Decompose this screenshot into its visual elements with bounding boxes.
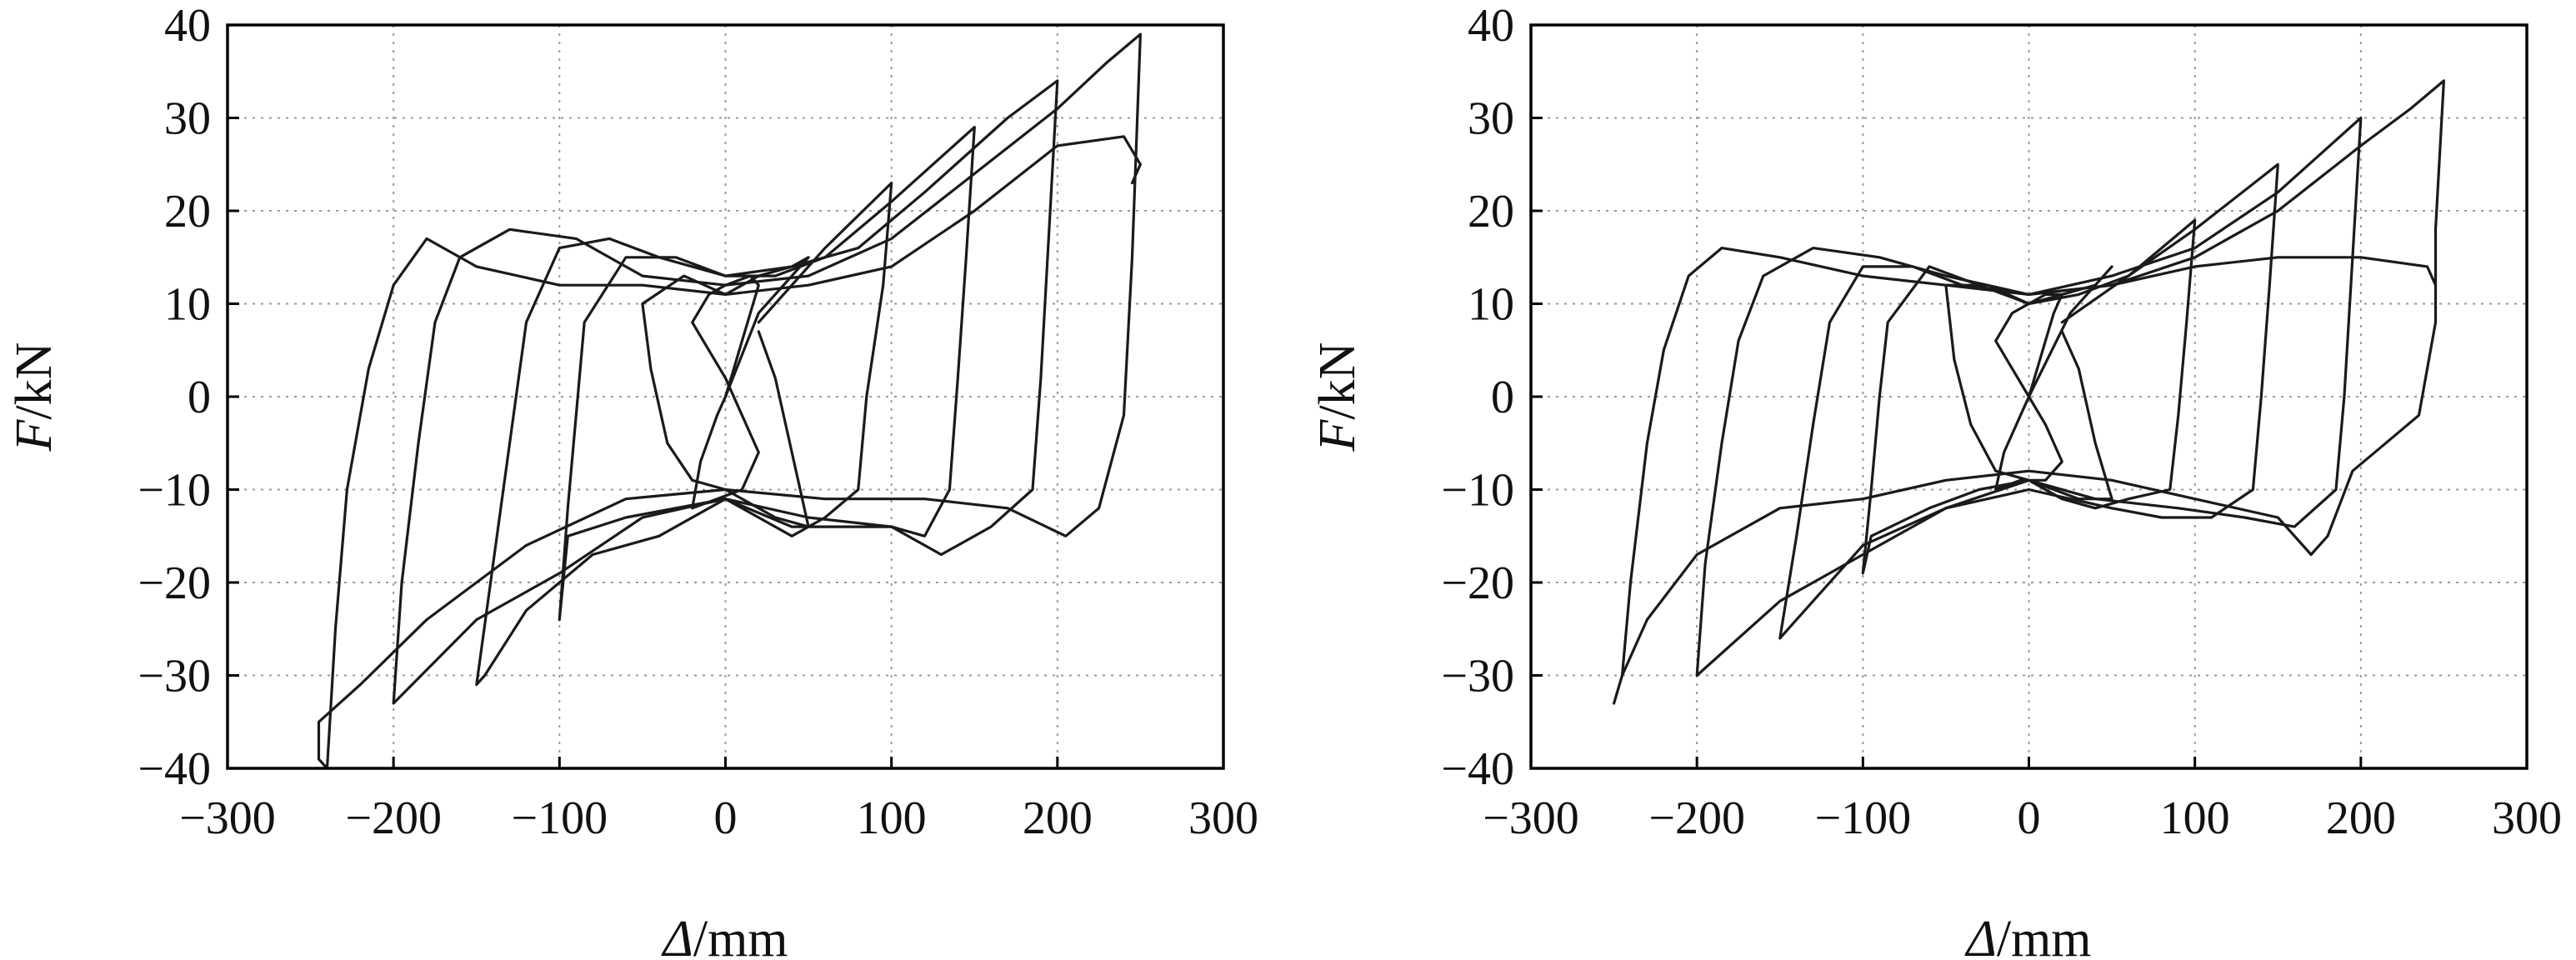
hysteresis-loop-1 xyxy=(691,274,760,510)
y-tick-label: −20 xyxy=(138,558,211,609)
hysteresis-chart-left: −300 −200 −100 0 100 200 300−40−30−20−10010203… xyxy=(6,0,1258,960)
hysteresis-loop-4 xyxy=(475,126,976,687)
x-tick-label: 0 xyxy=(714,792,738,844)
y-axis-label: F/kN xyxy=(1309,342,1366,452)
y-tick-label: 40 xyxy=(164,0,211,52)
y-tick-label: −30 xyxy=(1441,651,1514,702)
y-tick-label: 10 xyxy=(1468,279,1514,331)
hysteresis-loop-2 xyxy=(641,256,810,528)
hysteresis-loop-3 xyxy=(558,182,893,622)
x-tick-label: −200 xyxy=(1648,792,1745,844)
y-tick-label: 30 xyxy=(164,93,211,145)
y-tick-label: −20 xyxy=(1441,558,1514,609)
y-axis-label: F/kN xyxy=(6,342,63,452)
y-tick-label: 20 xyxy=(1468,186,1514,238)
y-tick-label: −40 xyxy=(138,743,211,795)
y-tick-label: 40 xyxy=(1468,0,1514,52)
hysteresis-chart-right: −300 −200 −100 0 100 200 300−40−30−20−10010203… xyxy=(1309,0,2562,960)
x-tick-label: −100 xyxy=(1815,792,1912,844)
y-tick-label: 20 xyxy=(164,186,211,238)
x-tick-label: 100 xyxy=(857,792,927,844)
y-tick-label: 0 xyxy=(188,372,211,423)
x-tick-label: 0 xyxy=(2018,792,2041,844)
y-tick-label: −40 xyxy=(1441,743,1514,795)
y-tick-label: −10 xyxy=(138,465,211,517)
hysteresis-loop-4 xyxy=(1778,162,2279,640)
x-tick-label: 100 xyxy=(2160,792,2230,844)
x-axis-label: Δ/mm xyxy=(660,911,788,960)
x-axis-label: Δ/mm xyxy=(1963,911,2091,960)
y-tick-label: 30 xyxy=(1468,93,1514,145)
y-tick-label: 10 xyxy=(164,279,211,331)
x-tick-label: 300 xyxy=(1188,792,1258,844)
x-tick-label: −200 xyxy=(345,792,442,844)
hysteresis-loop-6 xyxy=(1613,79,2445,705)
y-tick-label: −30 xyxy=(138,651,211,702)
x-tick-label: 300 xyxy=(2492,792,2562,844)
hysteresis-loop-3 xyxy=(1861,218,2197,575)
hysteresis-loop-5 xyxy=(392,79,1059,705)
x-tick-label: 200 xyxy=(2326,792,2396,844)
hysteresis-loop-6 xyxy=(317,32,1142,770)
x-tick-label: −100 xyxy=(512,792,608,844)
hysteresis-loop-5 xyxy=(1695,116,2363,678)
x-tick-label: −300 xyxy=(179,792,276,844)
y-tick-label: −10 xyxy=(1441,465,1514,517)
hysteresis-loop-1 xyxy=(1994,292,2063,492)
x-tick-label: −300 xyxy=(1483,792,1579,844)
x-tick-label: 200 xyxy=(1023,792,1093,844)
y-tick-label: 0 xyxy=(1491,372,1514,423)
